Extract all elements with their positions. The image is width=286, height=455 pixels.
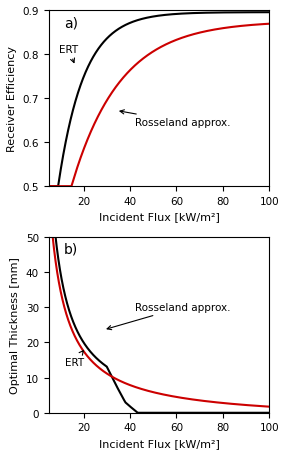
Y-axis label: Receiver Efficiency: Receiver Efficiency <box>7 46 17 152</box>
Text: ERT: ERT <box>65 351 84 367</box>
Text: Rosseland approx.: Rosseland approx. <box>120 111 230 128</box>
X-axis label: Incident Flux [kW/m²]: Incident Flux [kW/m²] <box>99 438 219 448</box>
Y-axis label: Optimal Thickness [mm]: Optimal Thickness [mm] <box>10 257 20 393</box>
Text: Rosseland approx.: Rosseland approx. <box>107 303 230 330</box>
Text: a): a) <box>64 16 78 30</box>
Text: b): b) <box>64 243 78 256</box>
Text: ERT: ERT <box>59 45 78 63</box>
X-axis label: Incident Flux [kW/m²]: Incident Flux [kW/m²] <box>99 212 219 222</box>
